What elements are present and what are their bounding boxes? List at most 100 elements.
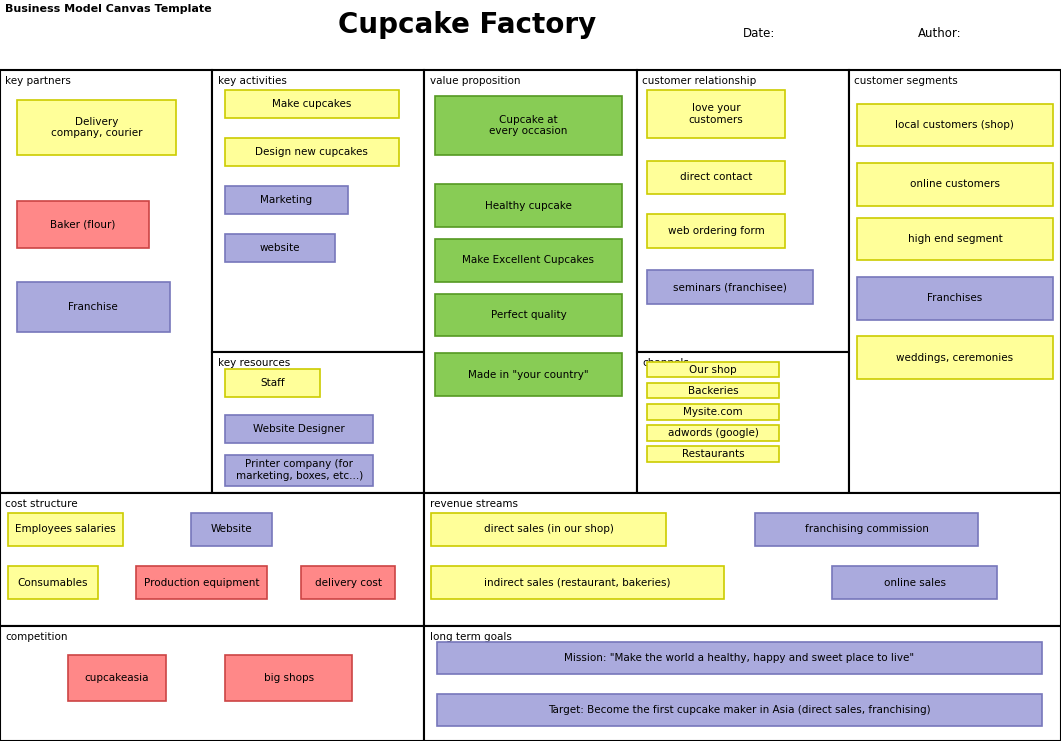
Bar <box>675 0 724 46</box>
Bar <box>1013 648 1061 695</box>
Bar <box>578 556 627 602</box>
Bar <box>0 370 48 416</box>
Text: Production equipment: Production equipment <box>144 578 259 588</box>
Bar <box>434 556 483 602</box>
Bar <box>241 46 290 93</box>
Bar <box>212 70 424 352</box>
Text: Restaurants: Restaurants <box>681 449 745 459</box>
Text: revenue streams: revenue streams <box>430 499 518 508</box>
Text: online customers: online customers <box>910 179 999 190</box>
Bar <box>434 510 483 556</box>
Bar <box>144 648 193 695</box>
Bar <box>0 463 48 510</box>
Bar <box>1013 231 1061 278</box>
Bar <box>290 695 337 741</box>
Bar <box>483 648 530 695</box>
Bar <box>290 0 337 46</box>
Bar <box>424 70 637 493</box>
Bar <box>483 463 530 510</box>
Bar <box>434 648 483 695</box>
Text: seminars (franchisee): seminars (franchisee) <box>673 282 787 292</box>
Bar <box>241 278 290 325</box>
Bar <box>724 278 771 325</box>
Bar <box>578 463 627 510</box>
Bar <box>97 602 144 648</box>
Bar <box>820 648 868 695</box>
Bar <box>1013 416 1061 463</box>
Bar <box>225 233 335 262</box>
Bar <box>1013 556 1061 602</box>
Bar <box>434 695 483 741</box>
Bar <box>530 370 578 416</box>
Bar <box>97 231 144 278</box>
Bar <box>832 566 997 599</box>
Bar <box>241 463 290 510</box>
Bar <box>820 556 868 602</box>
Bar <box>578 93 627 139</box>
Bar <box>386 370 434 416</box>
Bar <box>820 278 868 325</box>
Bar <box>917 46 964 93</box>
Bar <box>337 463 386 510</box>
Text: direct contact: direct contact <box>680 173 752 182</box>
Bar <box>964 648 1013 695</box>
Bar <box>136 566 267 599</box>
Bar <box>868 325 917 370</box>
Bar <box>435 239 622 282</box>
Bar <box>1013 695 1061 741</box>
Bar <box>647 404 779 419</box>
Bar <box>144 185 193 231</box>
Bar <box>578 231 627 278</box>
Bar <box>1013 370 1061 416</box>
Bar <box>868 416 917 463</box>
Bar <box>386 463 434 510</box>
Bar <box>48 185 97 231</box>
Text: Employees salaries: Employees salaries <box>16 525 116 534</box>
Bar <box>290 602 337 648</box>
Bar <box>434 231 483 278</box>
Bar <box>97 695 144 741</box>
Bar <box>241 325 290 370</box>
Bar <box>144 278 193 325</box>
Bar <box>627 231 675 278</box>
Bar <box>48 695 97 741</box>
Bar <box>820 139 868 185</box>
Bar <box>434 93 483 139</box>
Bar <box>1013 463 1061 510</box>
Bar <box>435 96 622 155</box>
Bar <box>530 278 578 325</box>
Text: direct sales (in our shop): direct sales (in our shop) <box>484 525 613 534</box>
Bar <box>144 139 193 185</box>
Bar <box>483 0 530 46</box>
Bar <box>434 185 483 231</box>
Bar <box>337 648 386 695</box>
Text: customer relationship: customer relationship <box>642 76 756 86</box>
Bar <box>301 566 395 599</box>
Bar <box>0 0 48 46</box>
Bar <box>424 626 1061 741</box>
Bar <box>964 695 1013 741</box>
Text: key resources: key resources <box>218 358 290 368</box>
Bar <box>193 278 241 325</box>
Bar <box>144 602 193 648</box>
Bar <box>627 185 675 231</box>
Bar <box>820 185 868 231</box>
Text: Business Model Canvas Template: Business Model Canvas Template <box>5 4 212 13</box>
Bar <box>290 648 337 695</box>
Bar <box>917 648 964 695</box>
Bar <box>820 231 868 278</box>
Bar <box>820 510 868 556</box>
Bar <box>1013 185 1061 231</box>
Bar <box>647 362 779 377</box>
Bar <box>225 186 348 214</box>
Bar <box>637 70 849 352</box>
Bar <box>97 556 144 602</box>
Text: Made in "your country": Made in "your country" <box>468 370 589 379</box>
Bar <box>434 278 483 325</box>
Text: Delivery
company, courier: Delivery company, courier <box>51 116 142 139</box>
Bar <box>771 46 820 93</box>
Bar <box>337 325 386 370</box>
Bar <box>386 185 434 231</box>
Bar <box>386 648 434 695</box>
Bar <box>627 416 675 463</box>
